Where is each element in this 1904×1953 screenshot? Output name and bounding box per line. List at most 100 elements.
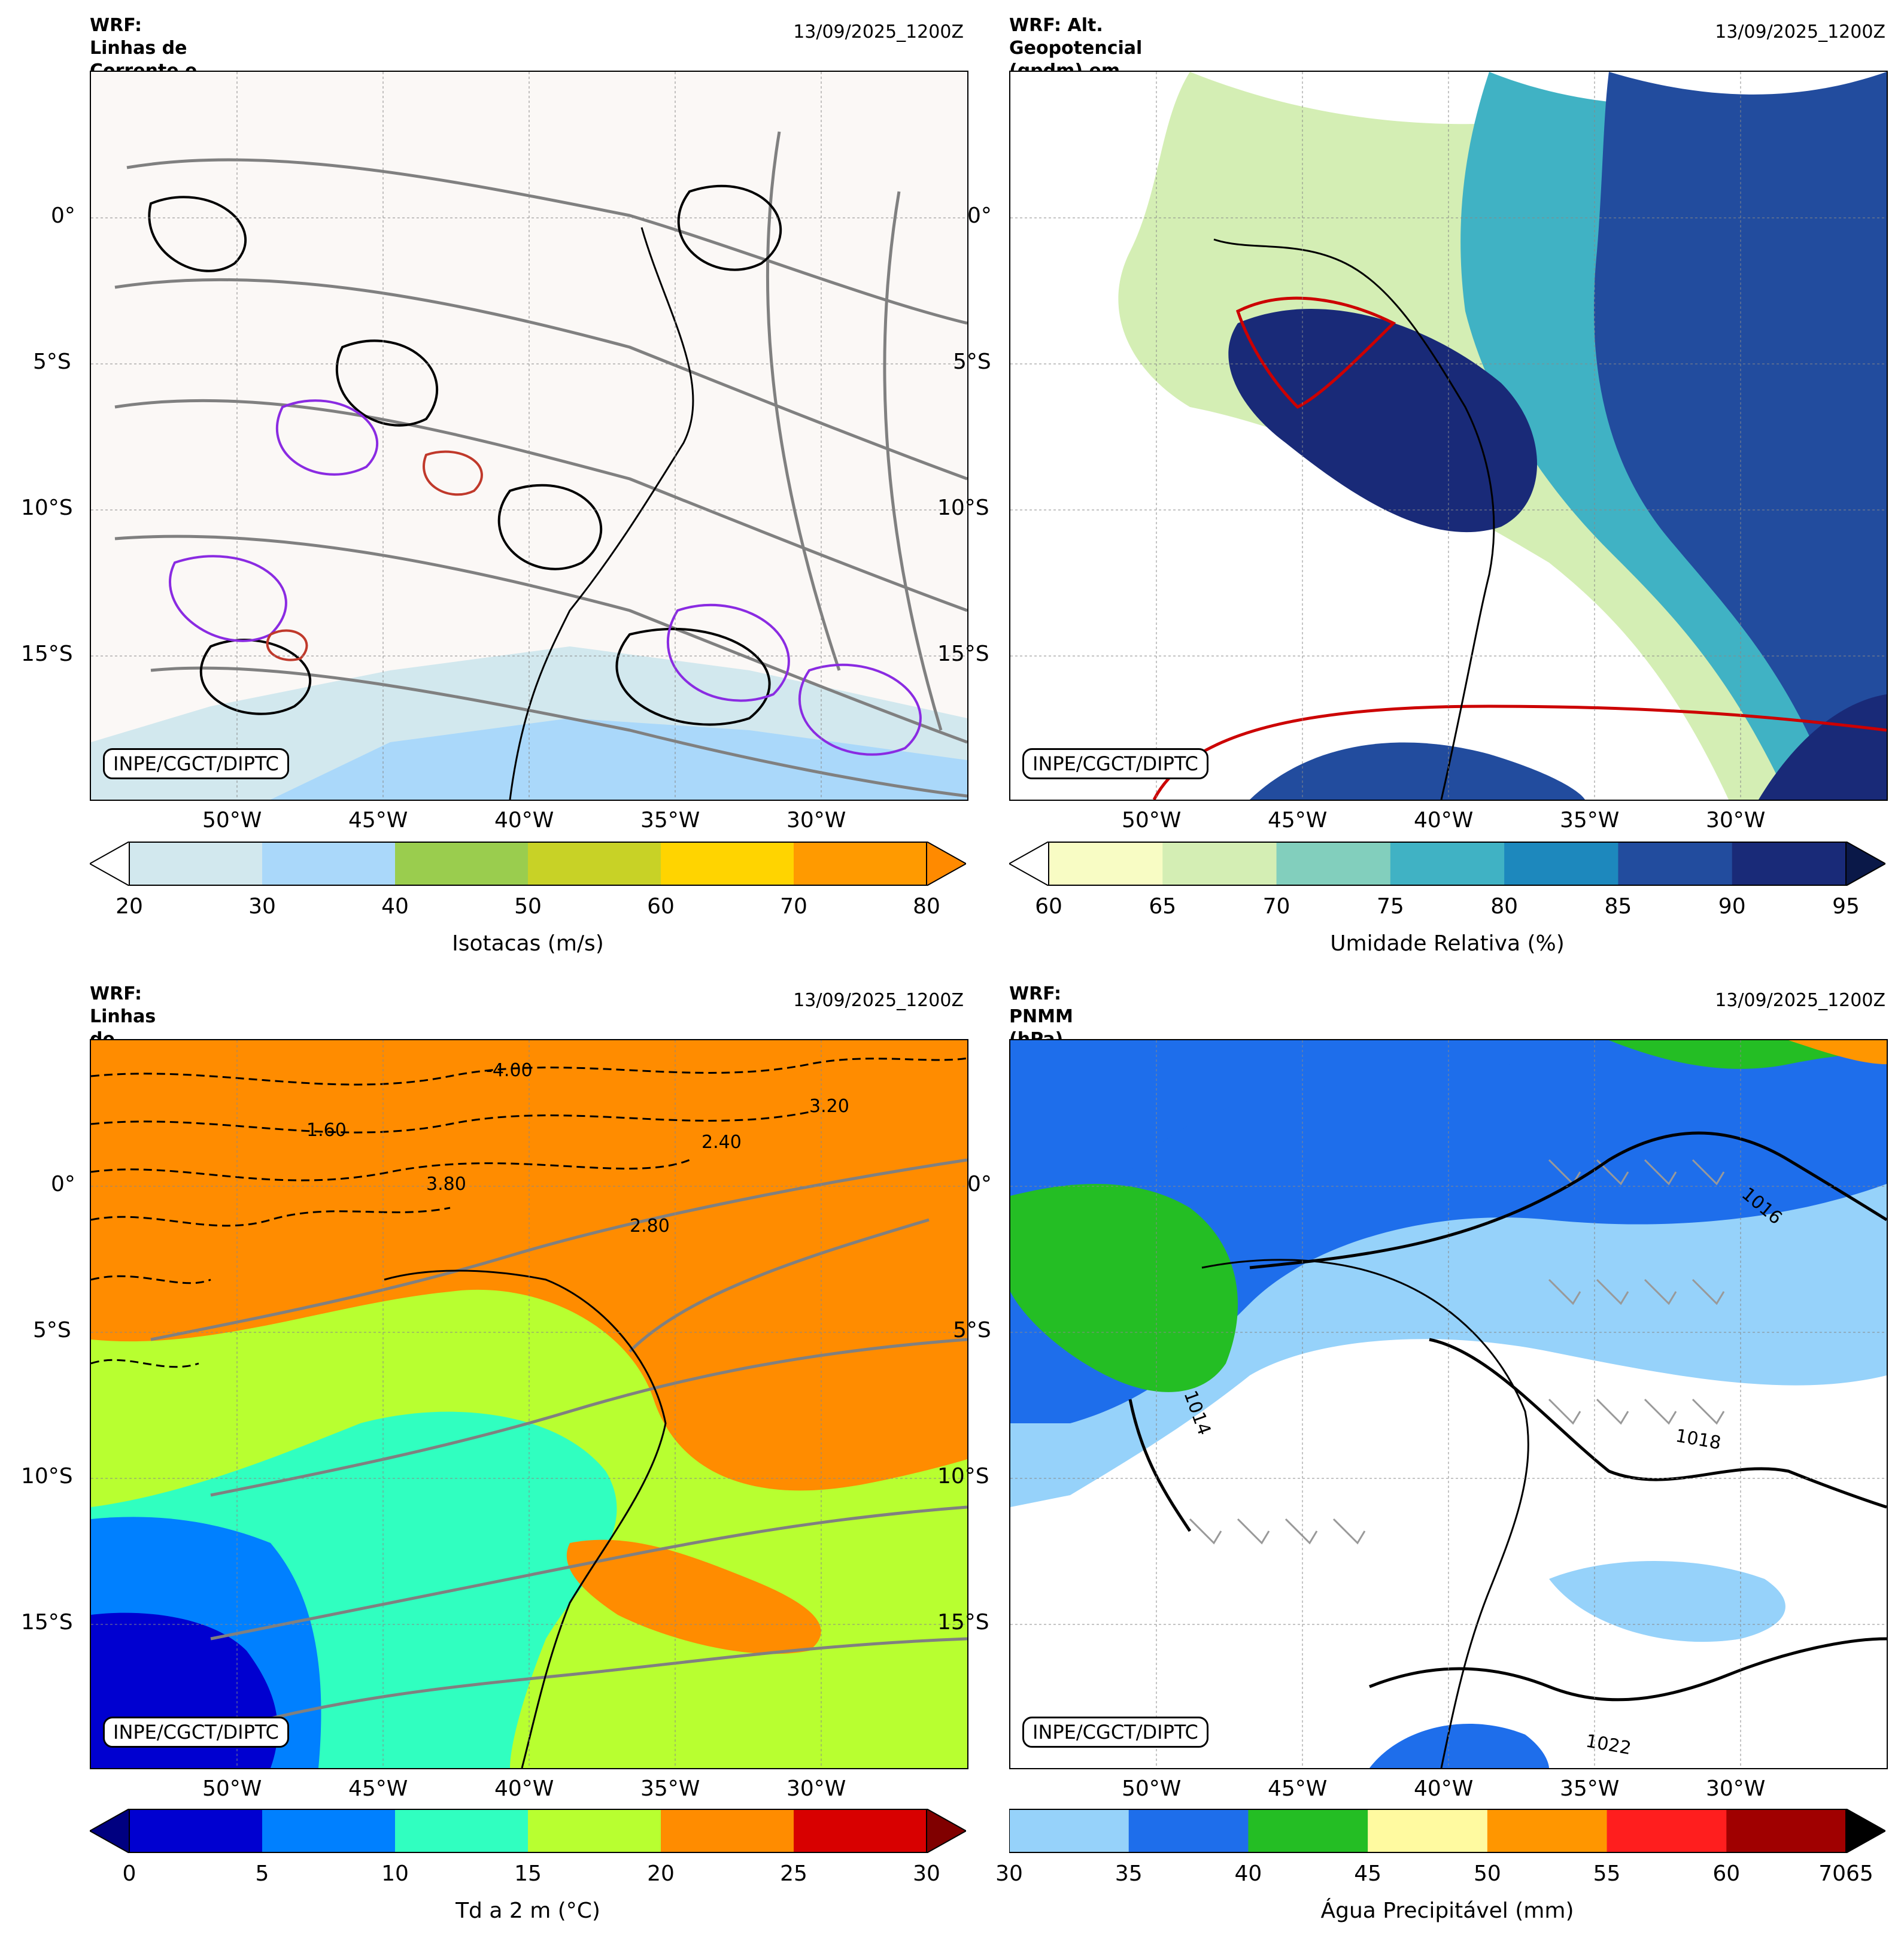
lon-label: 50°W — [202, 808, 262, 833]
graticule — [1010, 72, 1887, 800]
colorbar-label: Água Precipitável (mm) — [1320, 1899, 1574, 1923]
colorbar-extend-low — [90, 1809, 130, 1853]
lon-label: 30°W — [786, 1776, 846, 1801]
colorbar-tick-label: 35 — [1115, 1861, 1143, 1886]
colorbar-segment — [528, 1809, 661, 1853]
colorbar-frame — [1009, 1809, 1847, 1853]
credit-label: INPE/CGCT/DIPTC — [1022, 1717, 1208, 1748]
colorbar-segment — [262, 842, 396, 886]
contour-label: 3.80 — [426, 1174, 466, 1195]
colorbar-segment — [1618, 842, 1733, 886]
colorbar-tick-label: 40 — [1234, 1861, 1262, 1886]
lon-label: 30°W — [1706, 808, 1766, 833]
colorbar — [1009, 842, 1885, 886]
colorbar-tick-label: 45 — [1354, 1861, 1382, 1886]
pw-30-patch — [1549, 1561, 1785, 1642]
lon-label: 30°W — [786, 808, 846, 833]
colorbar-ticks: 30 35 40 45 50 55 60 7065 — [995, 1861, 1885, 1888]
colorbar-segment — [395, 1809, 529, 1853]
colorbar-tick-label: 15 — [514, 1861, 542, 1886]
coastline — [1201, 1259, 1529, 1768]
colorbar-extend-low — [1009, 842, 1049, 886]
colorbar-frame — [129, 842, 927, 886]
colorbar-tick-label: 7065 — [1818, 1861, 1873, 1886]
lon-label: 50°W — [1122, 808, 1182, 833]
panel-timestamp: 13/09/2025_1200Z — [793, 22, 964, 42]
colorbar-tick-label: 60 — [647, 894, 675, 919]
isotach-30-area — [271, 718, 967, 800]
isobar-label: 1018 — [1674, 1425, 1723, 1454]
colorbar-tick-label: 5 — [255, 1861, 269, 1886]
pw-50-ne — [1788, 1040, 1887, 1064]
lon-label: 45°W — [1268, 1776, 1328, 1801]
lat-label: 15°S — [937, 1610, 989, 1635]
credit-label: INPE/CGCT/DIPTC — [103, 748, 289, 779]
streamlines — [114, 131, 967, 798]
colorbar-tick-label: 50 — [1473, 1861, 1501, 1886]
colorbar-tick-label: 60 — [1712, 1861, 1741, 1886]
lat-label: 15°S — [937, 642, 989, 666]
contour-label: -4.00 — [486, 1060, 533, 1081]
coastline — [384, 1269, 667, 1768]
colorbar-segment — [794, 842, 927, 886]
colorbar-tick-label: 30 — [913, 1861, 940, 1886]
colorbar-extend-high — [926, 1809, 966, 1853]
colorbar-ticks: 0 5 10 15 20 25 30 — [90, 1861, 966, 1888]
isobar-label: 1022 — [1584, 1730, 1633, 1759]
rh-90-area — [1228, 309, 1537, 533]
rh-90-southeast — [1759, 694, 1887, 800]
lat-label: 0° — [51, 203, 75, 228]
colorbar-tick-label: 80 — [913, 894, 940, 919]
colorbar-tick-label: 20 — [116, 894, 143, 919]
pw-35-north — [1010, 1040, 1609, 1340]
lifted-index-contours — [91, 1057, 967, 1368]
colorbar-extend-high — [1845, 842, 1885, 886]
map-canvas — [1010, 72, 1887, 800]
map-canvas: 1016 1018 1022 1014 — [1010, 1040, 1887, 1768]
pw-35-south — [1369, 1723, 1549, 1768]
lon-label: 35°W — [1560, 808, 1620, 833]
graticule — [91, 72, 967, 800]
colorbar-segment — [1732, 842, 1847, 886]
lon-label: 35°W — [1560, 1776, 1620, 1801]
colorbar-frame — [1048, 842, 1847, 886]
colorbar-tick-label: 20 — [647, 1861, 675, 1886]
colorbar-segment — [262, 1809, 396, 1853]
colorbar-ticks: 60 65 70 75 80 85 90 95 — [1009, 894, 1885, 921]
colorbar-segment — [1487, 1809, 1608, 1853]
lon-label: 40°W — [494, 808, 554, 833]
colorbar-tick-label: 90 — [1718, 894, 1746, 919]
colorbar-segment — [528, 842, 661, 886]
lat-label: 5°S — [953, 350, 991, 374]
colorbar-segment — [395, 842, 529, 886]
contour-label: 1.60 — [306, 1120, 347, 1141]
colorbar-segment — [794, 1809, 927, 1853]
lat-label: 10°S — [21, 1464, 73, 1489]
colorbar-segment — [129, 842, 263, 886]
map-canvas: 3.80 2.40 3.20 -4.00 1.60 2.80 — [91, 1040, 967, 1768]
colorbar-tick-label: 0 — [122, 1861, 136, 1886]
colorbar — [90, 1809, 966, 1853]
lat-label: 10°S — [937, 496, 989, 520]
colorbar-segment — [661, 842, 794, 886]
lon-label: 45°W — [1268, 808, 1328, 833]
geopotential-contours — [1152, 296, 1887, 800]
colorbar-segment — [1726, 1809, 1847, 1853]
colorbar-extend-low — [90, 842, 130, 886]
lon-label: 30°W — [1706, 1776, 1766, 1801]
lat-label: 5°S — [33, 350, 71, 374]
lon-label: 35°W — [640, 1776, 700, 1801]
panel-timestamp: 13/09/2025_1200Z — [1715, 990, 1885, 1011]
colorbar-extend-high — [1845, 1809, 1885, 1853]
streamlines — [150, 1158, 967, 1736]
lat-label: 15°S — [21, 1610, 73, 1635]
graticule — [1010, 1040, 1887, 1768]
lat-label: 10°S — [937, 1464, 989, 1489]
credit-label: INPE/CGCT/DIPTC — [103, 1717, 289, 1748]
lat-label: 5°S — [953, 1318, 991, 1343]
map-frame: 1016 1018 1022 1014 INPE/CGCT/DIPTC — [1009, 1039, 1888, 1769]
lat-label: 10°S — [21, 496, 73, 520]
colorbar-segment — [129, 1809, 263, 1853]
divergence-contours — [148, 184, 782, 726]
colorbar-segment — [1162, 842, 1277, 886]
